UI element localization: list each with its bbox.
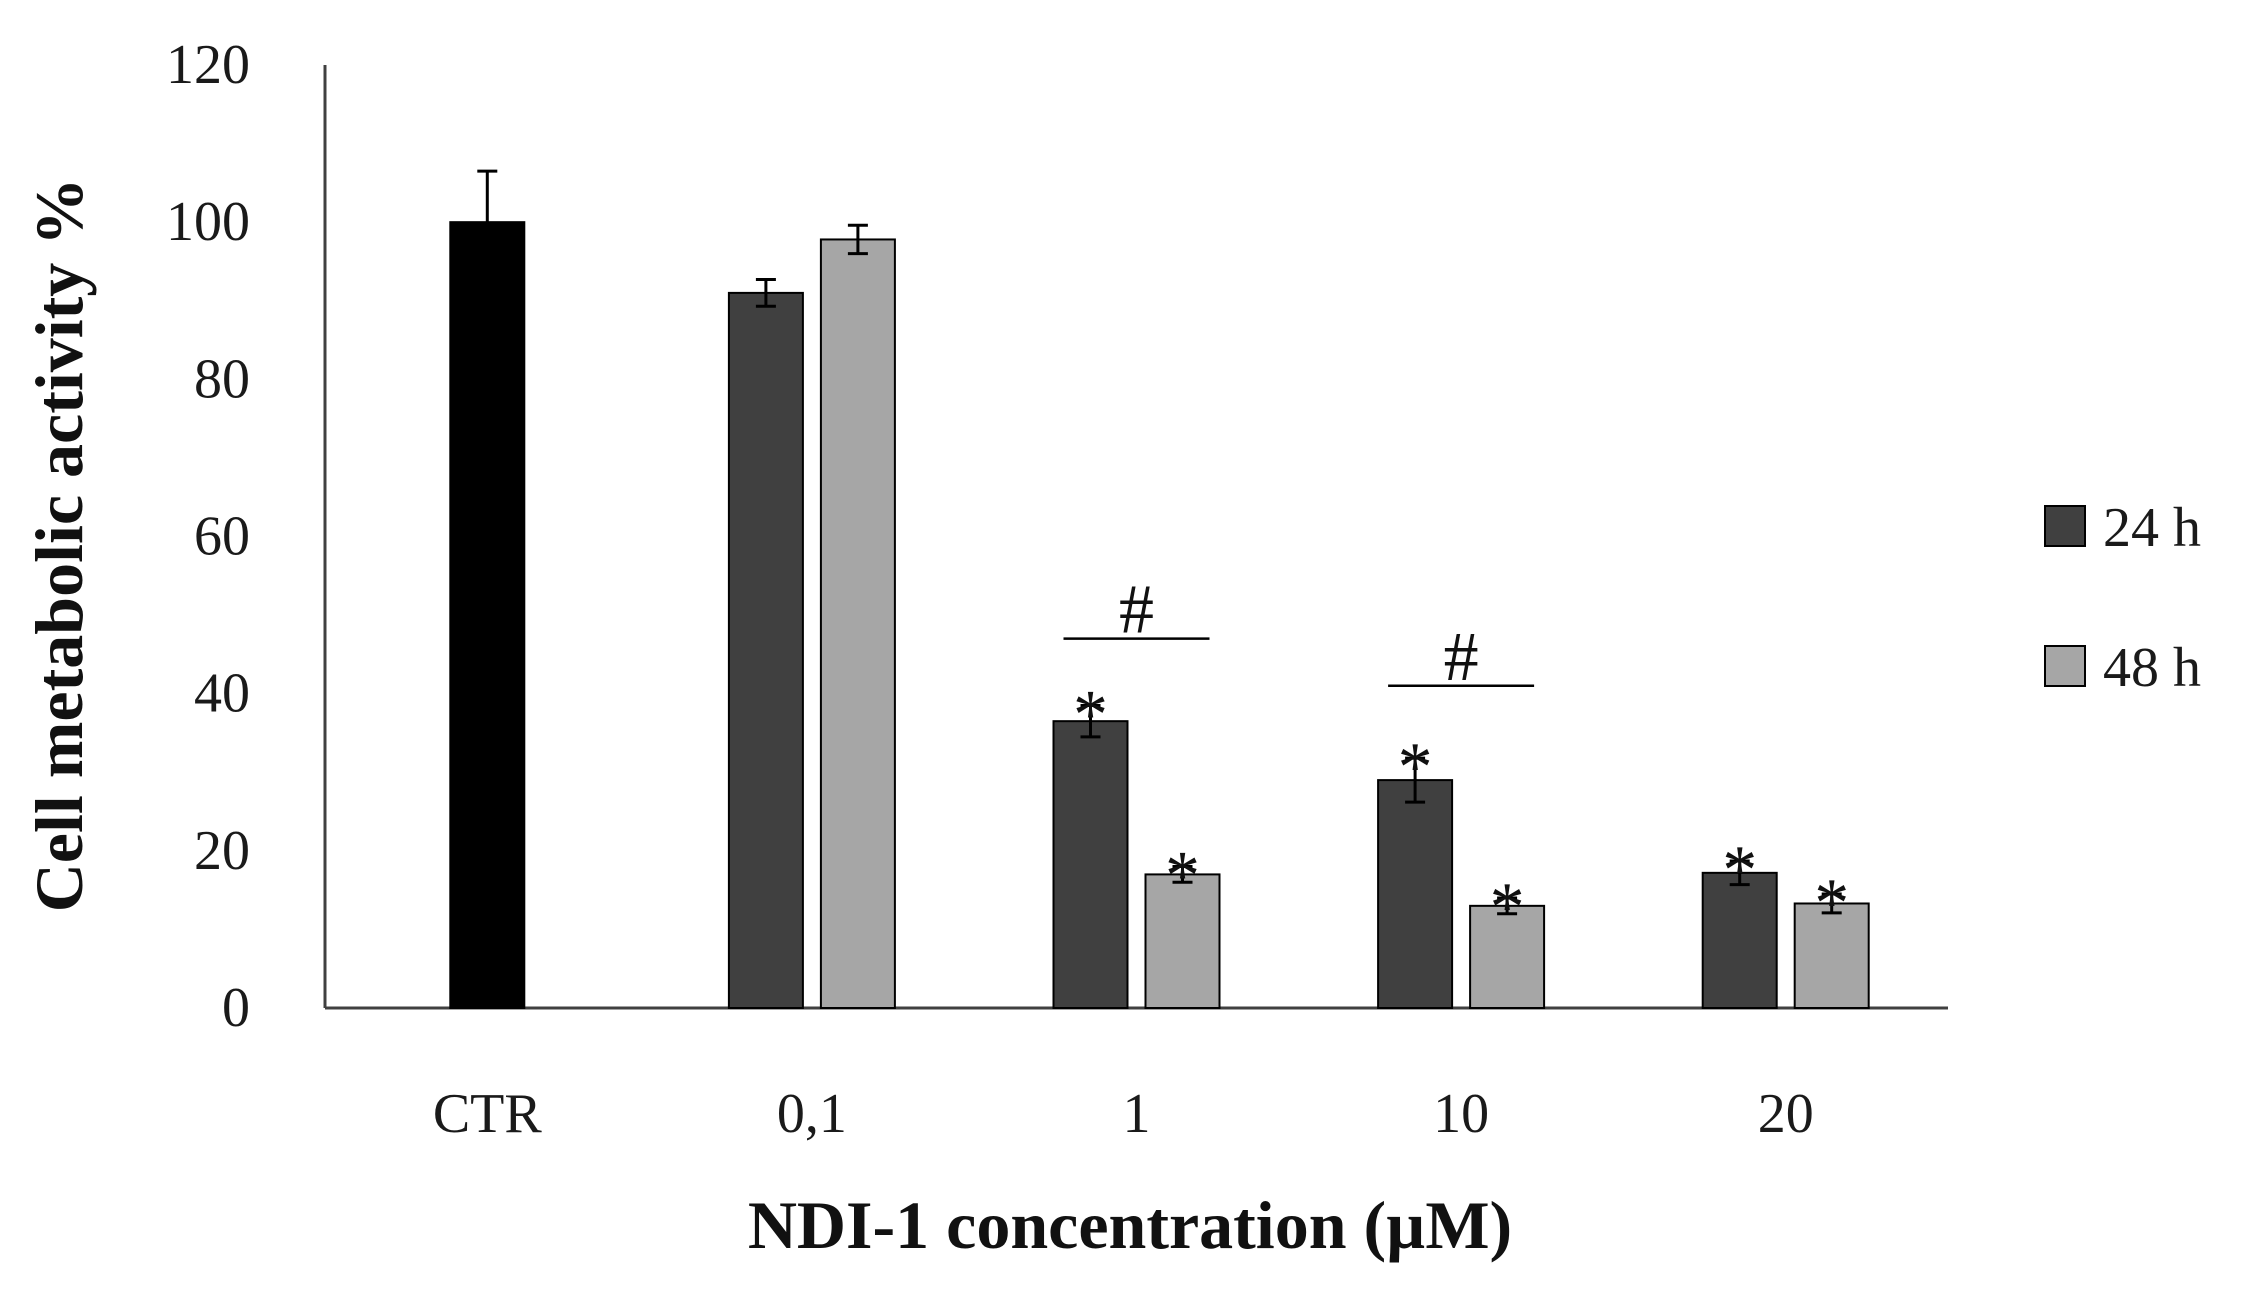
x-tick-label: 20 [1758,1083,1814,1145]
significance-asterisk: * [1165,838,1200,915]
bar-24h-10 [1377,779,1454,1009]
y-tick-label: 60 [194,506,250,568]
bar-48h-20 [1793,902,1870,1010]
bar-48h-1 [1144,873,1221,1009]
y-axis-title: Cell metabolic activity % [21,178,97,913]
y-tick-label: 80 [194,348,250,410]
significance-asterisk: * [1814,865,1849,942]
bracket-label: # [1119,572,1154,649]
y-tick-label: 40 [194,663,250,725]
y-axis-title-group: Cell metabolic activity % [21,178,97,913]
legend: 24 h 48 h [2044,497,2201,699]
bar-48h-10 [1469,904,1546,1010]
bar-control [449,221,526,1009]
x-tick-label: 10 [1433,1083,1489,1145]
y-tick-label: 100 [166,191,250,253]
legend-swatch-24h [2044,505,2086,547]
legend-label-48h: 48 h [2103,637,2201,699]
bar-24h-20 [1701,871,1778,1009]
bar-24h-1 [1052,720,1129,1009]
x-axis-title: NDI-1 concentration (µM) [748,1187,1512,1263]
x-tick-label: CTR [433,1083,543,1145]
bar-24h-0,1 [727,291,804,1009]
legend-label-24h: 24 h [2103,497,2201,559]
significance-asterisk: * [1398,729,1433,806]
significance-asterisk: * [1490,869,1525,946]
legend-swatch-48h [2044,645,2086,687]
significance-asterisk: * [1722,832,1757,909]
significance-asterisk: * [1073,676,1108,753]
bracket-label: # [1444,619,1479,696]
y-tick-label: 120 [166,34,250,96]
x-tick-label: 1 [1123,1083,1151,1145]
bar-48h-0,1 [819,238,896,1009]
x-tick-label: 0,1 [777,1083,847,1145]
y-tick-label: 20 [194,820,250,882]
y-tick-label: 0 [222,977,250,1039]
